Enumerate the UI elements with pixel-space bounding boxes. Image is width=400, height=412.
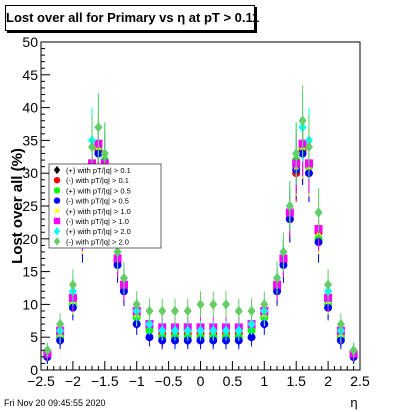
data-point [145, 305, 154, 317]
x-tick-label: 0 [197, 373, 205, 389]
data-point [298, 115, 307, 126]
data-point [183, 325, 192, 336]
data-point [349, 345, 358, 356]
legend-marker [53, 177, 61, 184]
data-point [196, 299, 205, 310]
data-point [113, 246, 122, 258]
data-point [279, 246, 288, 258]
data-point [145, 333, 154, 342]
y-tick-label: 30 [22, 165, 38, 181]
data-point [222, 325, 231, 336]
y-tick-label: 45 [22, 67, 38, 83]
legend-marker [53, 207, 61, 214]
legend-marker [53, 187, 61, 194]
data-point [56, 318, 65, 330]
axes: −2.5 −2 −1.5 −1 −0.5 0 0.5 1 1.5 2 2.5 0 5 10 15 20 25 30… [22, 34, 370, 389]
data-point [273, 272, 282, 284]
data-point [209, 299, 218, 310]
data-point [145, 318, 154, 330]
legend-marker [53, 237, 61, 246]
y-tick-label: 0 [30, 362, 38, 378]
legend-label: (+) with pT/|q| > 0.5 [66, 186, 131, 195]
y-tick-label: 50 [22, 34, 38, 50]
data-point [94, 122, 103, 133]
y-tick-label: 35 [22, 132, 38, 148]
x-tick-label: 2 [324, 373, 332, 389]
y-axis-label: Lost over all (%) [9, 148, 26, 264]
data-point [132, 299, 141, 310]
data-point [170, 305, 179, 317]
x-tick-label: 2.5 [350, 373, 370, 389]
legend-label: (-) with pT/|q| > 1.0 [66, 217, 129, 226]
legend: (+) with pT/|q| > 0.1(-) with pT/|q| > 0… [48, 163, 162, 249]
legend-label: (+) with pT/|q| > 1.0 [66, 207, 131, 216]
data-point [158, 305, 167, 317]
legend-marker [53, 165, 61, 175]
data-point [324, 279, 333, 290]
legend-label: (-) with pT/|q| > 2.0 [66, 237, 129, 246]
y-tick-label: 20 [22, 231, 38, 247]
data-point [196, 325, 205, 336]
data-point [158, 325, 167, 336]
data-point [336, 318, 345, 330]
data-point [314, 207, 323, 218]
data-point [234, 305, 243, 317]
data-point [170, 325, 179, 336]
data-point [119, 272, 128, 284]
legend-label: (+) with pT/|q| > 0.1 [66, 166, 131, 175]
y-tick-label: 15 [22, 264, 38, 280]
y-tick-label: 5 [30, 329, 38, 345]
x-tick-label: −0.5 [155, 373, 183, 389]
legend-label: (+) with pT/|q| > 2.0 [66, 227, 131, 236]
data-point [260, 299, 269, 310]
x-tick-label: 1 [260, 373, 268, 389]
data-point [304, 141, 313, 153]
x-tick-label: 1.5 [286, 373, 306, 389]
data-point [100, 148, 109, 159]
x-axis-label: η [350, 395, 357, 410]
timestamp: Fri Nov 20 09:45:55 2020 [4, 398, 106, 408]
data-point [209, 325, 218, 336]
data-point [247, 318, 256, 330]
data-point [88, 141, 97, 153]
y-tick-label: 40 [22, 100, 38, 116]
legend-marker [53, 197, 61, 204]
data-point [183, 305, 192, 317]
legend-label: (-) with pT/|q| > 0.5 [66, 197, 129, 206]
x-tick-label: 0.5 [223, 373, 243, 389]
data-point [234, 325, 243, 336]
y-tick-label: 10 [22, 296, 38, 312]
data-point [222, 299, 231, 310]
x-tick-label: −2 [65, 373, 81, 389]
y-tick-label: 25 [22, 198, 38, 214]
data-point [247, 333, 256, 342]
legend-label: (-) with pT/|q| > 0.1 [66, 176, 129, 185]
data-point [43, 345, 52, 356]
chart-title: Lost over all for Primary vs η at pT > 0… [5, 5, 259, 31]
data-points [42, 85, 359, 364]
x-tick-label: −2.5 [27, 373, 55, 389]
data-point [292, 148, 301, 159]
x-tick-label: −1.5 [91, 373, 119, 389]
data-point [68, 279, 77, 290]
legend-marker [53, 227, 61, 236]
x-tick-label: −1 [129, 373, 145, 389]
data-point [247, 305, 256, 317]
data-point [285, 200, 294, 212]
legend-marker [53, 217, 61, 225]
